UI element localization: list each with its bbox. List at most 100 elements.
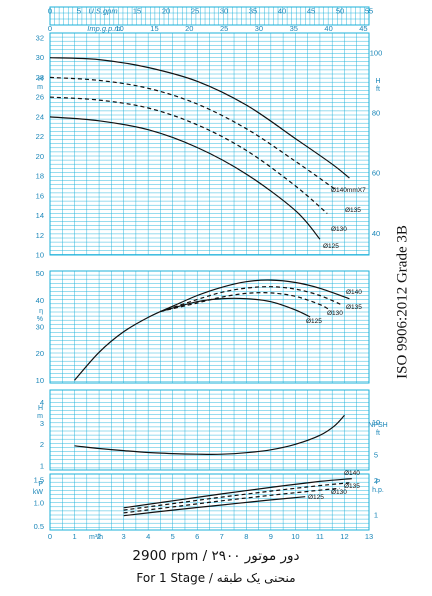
head-curve-Ø130 [49, 96, 328, 215]
panel-head-grid [49, 32, 370, 255]
impgpm-tick-label: 15 [150, 24, 158, 33]
y-axis-label: P [38, 481, 43, 488]
right-axis-unit: ft [376, 86, 380, 93]
right-tick-label: 2 [374, 476, 378, 485]
efficiency-curve-Ø135 [160, 286, 343, 313]
series-label: Ø140mmX7 [331, 187, 366, 194]
y-axis-label: H [38, 76, 43, 83]
y-tick-label: 14 [36, 211, 44, 220]
x-tick-label: 0 [48, 532, 52, 541]
usgpm-tick-label: 30 [220, 7, 228, 16]
y-tick-label: 4 [40, 398, 44, 407]
series-label: Ø140 [346, 289, 362, 296]
y-tick-label: 24 [36, 112, 44, 121]
impgpm-tick-label: 10 [115, 24, 123, 33]
usgpm-tick-label: 55 [365, 7, 373, 16]
x-tick-label: 1 [72, 532, 76, 541]
stage-caption: For 1 Stage / منحنی یک طبقه [136, 571, 296, 585]
power-curve-Ø130 [123, 487, 340, 514]
usgpm-tick-label: 15 [133, 7, 141, 16]
y-tick-label: 20 [36, 152, 44, 161]
usgpm-tick-label: 20 [162, 7, 170, 16]
series-label: Ø130 [331, 226, 347, 233]
usgpm-label: U.S.gpm [88, 7, 117, 16]
efficiency-curve-Ø125 [160, 297, 311, 318]
y-tick-label: 50 [36, 269, 44, 278]
iso-standard-text: ISO 9906:2012 Grade 3B [394, 225, 411, 379]
usgpm-tick-label: 0 [48, 7, 52, 16]
right-tick-label: 1 [374, 510, 378, 519]
x-tick-label: 6 [195, 532, 199, 541]
y-tick-label: 20 [36, 349, 44, 358]
x-tick-label: 8 [244, 532, 248, 541]
impgpm-tick-label: 30 [255, 24, 263, 33]
x-tick-label: 4 [146, 532, 150, 541]
y-axis-label: H [38, 405, 43, 412]
panel-npsh-grid [49, 389, 370, 470]
series-label: Ø135 [344, 483, 360, 490]
right-tick-label: 5 [374, 450, 378, 459]
y-tick-label: 3 [40, 419, 44, 428]
x-tick-label: 9 [269, 532, 273, 541]
right-tick-label: 80 [372, 109, 380, 118]
power-curve-Ø125 [123, 496, 306, 517]
y-tick-label: 2 [40, 440, 44, 449]
power-curve-Ø140 [123, 478, 352, 509]
y-tick-label: 1.5 [34, 476, 44, 485]
efficiency-curve-Ø140 [74, 279, 350, 381]
right-tick-label: 100 [370, 48, 383, 57]
series-label: Ø130 [331, 489, 347, 496]
header-frame [49, 6, 370, 26]
usgpm-tick-label: 5 [77, 7, 81, 16]
y-tick-label: 22 [36, 132, 44, 141]
usgpm-tick-label: 45 [307, 7, 315, 16]
y-axis-label: η [39, 308, 43, 315]
y-tick-label: 0.5 [34, 522, 44, 531]
x-axis-label: m³/h [89, 534, 103, 541]
usgpm-tick-label: 35 [249, 7, 257, 16]
y-tick-label: 40 [36, 296, 44, 305]
impgpm-tick-label: 45 [359, 24, 367, 33]
x-tick-label: 11 [316, 532, 324, 541]
series-label: Ø140 [344, 470, 360, 477]
impgpm-tick-label: 20 [185, 24, 193, 33]
y-axis-unit: kW [33, 489, 44, 496]
y-axis-unit: % [37, 316, 43, 323]
series-label: Ø125 [323, 243, 339, 250]
npsh-curve-NPSH [74, 414, 345, 455]
usgpm-tick-label: 40 [278, 7, 286, 16]
series-label: Ø135 [345, 207, 361, 214]
right-axis-label: H [375, 78, 380, 85]
panel-npsh-frame [49, 389, 370, 471]
x-tick-label: 3 [122, 532, 126, 541]
y-tick-label: 10 [36, 376, 44, 385]
right-axis-label: P [376, 479, 381, 486]
x-tick-label: 5 [171, 532, 175, 541]
efficiency-curve-Ø130 [160, 292, 331, 313]
power-curve-Ø135 [123, 482, 350, 511]
impgpm-tick-label: 35 [290, 24, 298, 33]
y-tick-label: 32 [36, 33, 44, 42]
y-tick-label: 10 [36, 251, 44, 260]
panel-efficiency-grid [49, 270, 370, 383]
y-tick-label: 1.0 [34, 499, 44, 508]
y-tick-label: 30 [36, 53, 44, 62]
right-tick-label: 40 [372, 229, 380, 238]
head-curve-Ø125 [49, 116, 321, 240]
right-axis-unit: h.p. [372, 487, 384, 494]
series-label: Ø130 [327, 310, 343, 317]
head-curve-Ø135 [49, 76, 335, 190]
impgpm-tick-label: 0 [48, 24, 52, 33]
rpm-caption: 2900 rpm / ۲۹۰۰ دور موتور [132, 548, 300, 564]
panel-efficiency-frame [49, 270, 370, 384]
x-tick-label: 12 [340, 532, 348, 541]
series-label: Ø125 [308, 494, 324, 501]
y-tick-label: 28 [36, 73, 44, 82]
impgpm-tick-label: 25 [220, 24, 228, 33]
impgpm-tick-label: 40 [324, 24, 332, 33]
usgpm-tick-label: 50 [336, 7, 344, 16]
series-label: Ø125 [306, 318, 322, 325]
panel-head-frame [49, 32, 370, 256]
series-label: Ø135 [346, 304, 362, 311]
